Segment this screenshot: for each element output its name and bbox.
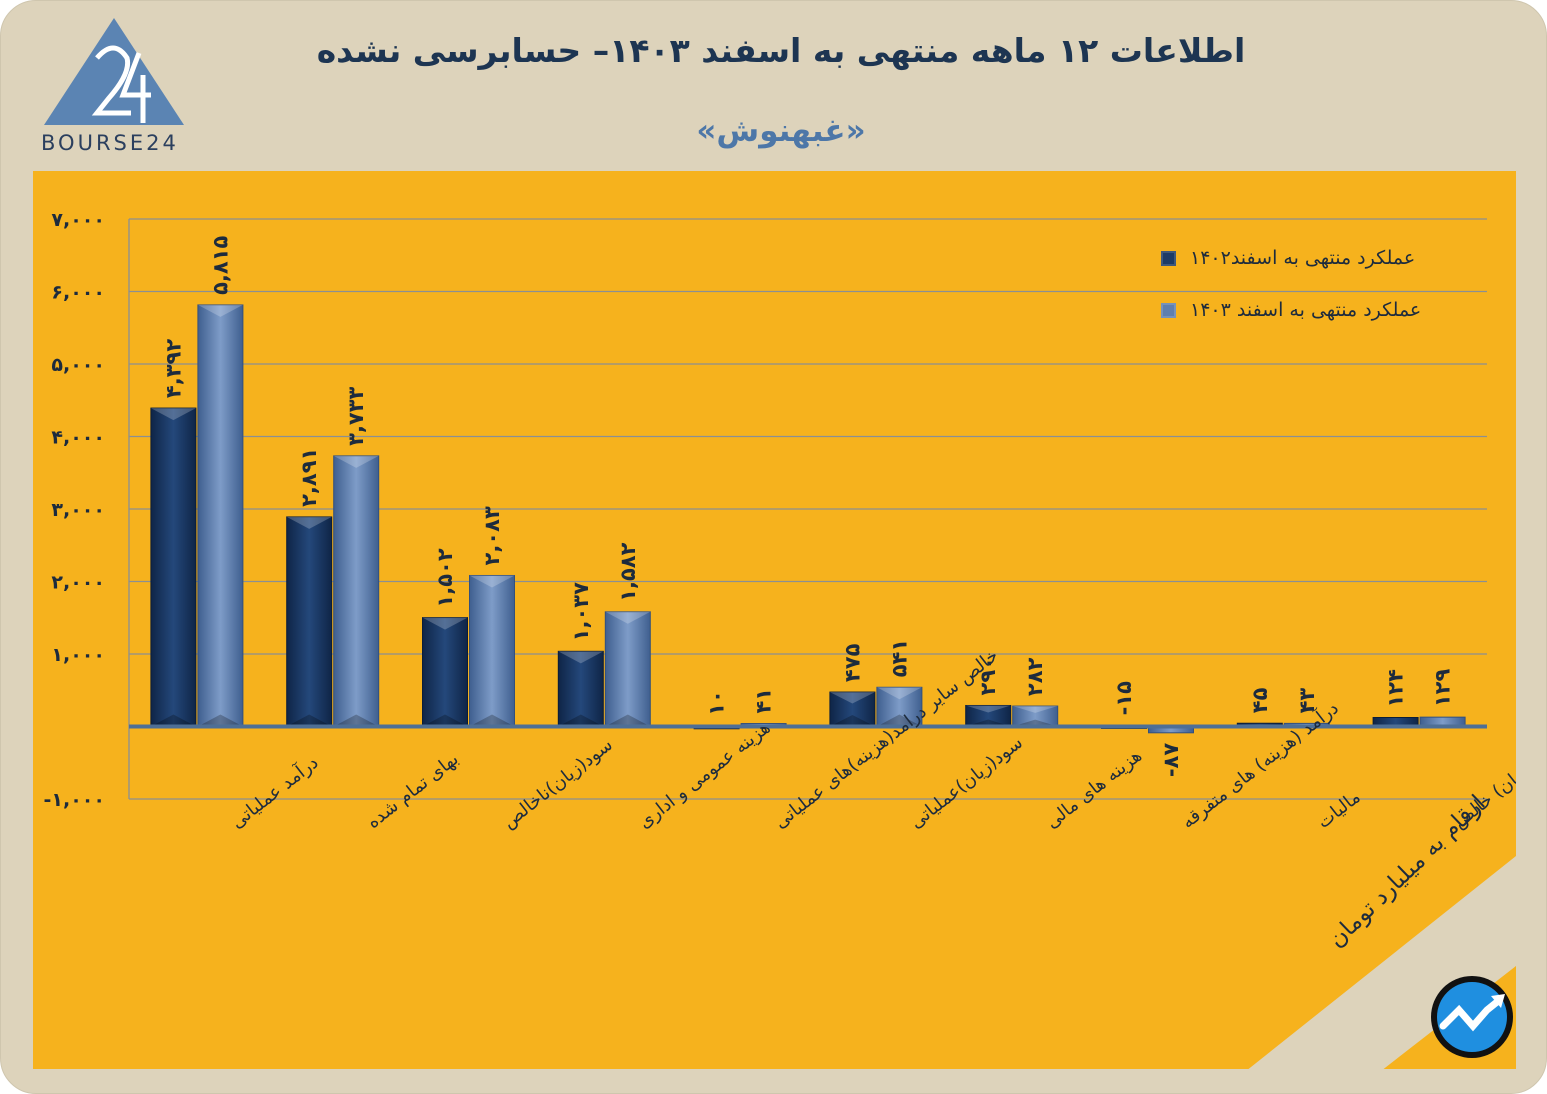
bar-1403-0 <box>197 304 244 727</box>
category-label: خالص سایر درامد(هزینه)های عملیاتی <box>770 645 1002 833</box>
bar-value-label: ۱,۰۳۷ <box>569 582 593 641</box>
bar-1402-2 <box>422 617 468 728</box>
category-label: هزینه عمومی و اداری <box>634 717 774 833</box>
bar-value-label: ۲,۰۸۳ <box>480 506 504 565</box>
category-label: سود(زیان)ناخالص <box>499 734 617 833</box>
bar-1403-1 <box>333 455 380 727</box>
y-tick-label: ۳,۰۰۰ <box>51 499 105 521</box>
bar-1402-1 <box>286 516 333 727</box>
bar-value-label: ۴۳ <box>1295 688 1319 714</box>
legend-swatch-1403 <box>1161 302 1176 318</box>
y-tick-label: ۴,۰۰۰ <box>51 427 105 449</box>
bar-value-label: ۱۰ <box>705 690 729 716</box>
bar-1402-3 <box>557 650 604 728</box>
bourse24-logo-icon <box>44 18 184 125</box>
category-label: بهای تمام شده <box>363 748 463 832</box>
bar-1403-6 <box>1012 705 1059 727</box>
bar-value-label: ۵۴۱ <box>887 639 911 677</box>
category-label: درآمد عملیاتی <box>226 750 323 832</box>
bar-value-label: ۵,۸۱۵ <box>208 235 232 294</box>
category-label: سود(زیان)عملیاتی <box>906 732 1027 833</box>
growth-chart-icon <box>1431 976 1513 1058</box>
legend-swatch-1402 <box>1161 250 1176 266</box>
bar-1403-5 <box>876 686 923 728</box>
logo-text: BOURSE24 <box>41 131 179 155</box>
bar-1402-0 <box>150 407 197 728</box>
bar-1403-3 <box>604 611 651 727</box>
bar-1402-5 <box>829 691 876 727</box>
y-tick-label: ۱,۰۰۰ <box>51 644 105 666</box>
legend-label-1403: عملکرد منتهی به اسفند ۱۴۰۳ <box>1190 299 1422 321</box>
legend-item-1402: عملکرد منتهی به اسفند۱۴۰۲ <box>1161 243 1481 273</box>
bar-value-label: ۴۷۵ <box>840 643 864 682</box>
bar-value-label: -۱۵ <box>1112 681 1136 716</box>
chart-title: اطلاعات ۱۲ ماهه منتهی به اسفند ۱۴۰۳– حسا… <box>316 31 1246 70</box>
bar-chart: ۷,۰۰۰ ۶,۰۰۰ ۵,۰۰۰ ۴,۰۰۰ ۳,۰۰۰ ۲,۰۰۰ ۱,۰۰۰ -۱,۰۰… <box>44 209 1517 833</box>
bar-value-label: -۸۷ <box>1159 743 1183 778</box>
y-tick-label: ۲,۰۰۰ <box>51 572 105 594</box>
y-tick-label: ۷,۰۰۰ <box>51 209 105 231</box>
bar-value-label: ۱,۵۸۲ <box>616 542 640 601</box>
bar-1403-2 <box>469 574 515 728</box>
bar-value-label: ۳,۷۳۳ <box>344 386 368 445</box>
category-label: هزینه های مالی <box>1042 745 1146 833</box>
bar-value-label: ۱,۵۰۲ <box>433 548 457 607</box>
bar-value-label: ۲,۸۹۱ <box>297 448 321 507</box>
bar-value-label: ۲۸۲ <box>1023 657 1047 696</box>
legend-label-1402: عملکرد منتهی به اسفند۱۴۰۲ <box>1190 247 1416 269</box>
bar-value-label: ۴۱ <box>752 688 776 714</box>
chart-panel: ۷,۰۰۰ ۶,۰۰۰ ۵,۰۰۰ ۴,۰۰۰ ۳,۰۰۰ ۲,۰۰۰ ۱,۰۰۰ -۱,۰۰… <box>33 171 1516 1069</box>
y-tick-label: ۵,۰۰۰ <box>51 354 105 376</box>
bar-value-label: ۱۲۴ <box>1384 669 1408 708</box>
y-tick-label: ۶,۰۰۰ <box>51 282 105 304</box>
chart-subtitle: «غبهنوش» <box>696 113 866 149</box>
chart-legend: عملکرد منتهی به اسفند۱۴۰۲ عملکرد منتهی ب… <box>1161 243 1481 347</box>
bar-1402-6 <box>965 704 1012 727</box>
bar-value-label: ۴,۳۹۲ <box>161 339 185 398</box>
y-tick-label: -۱,۰۰۰ <box>44 789 106 811</box>
bar-value-label: ۱۲۹ <box>1431 669 1455 708</box>
bar-value-label: ۴۵ <box>1248 687 1272 713</box>
legend-item-1403: عملکرد منتهی به اسفند ۱۴۰۳ <box>1161 295 1481 325</box>
category-label: مالیات <box>1313 787 1364 833</box>
bar-value-label: ۲۹۰ <box>976 657 1000 695</box>
